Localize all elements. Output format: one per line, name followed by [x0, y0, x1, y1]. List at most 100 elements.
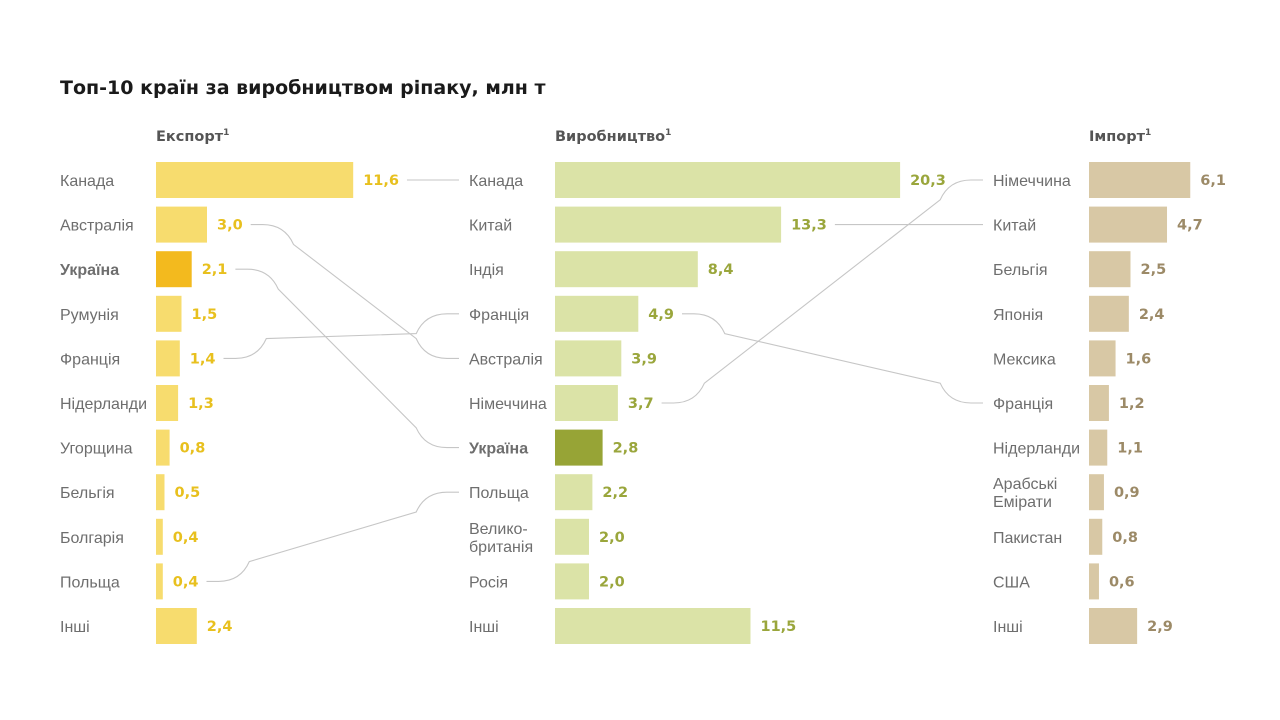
bar — [555, 474, 593, 511]
bar — [555, 385, 618, 421]
value-label: 2,4 — [207, 619, 233, 635]
row-export-австралія: Австралія 3,0 — [60, 206, 243, 243]
value-label: 0,4 — [173, 574, 199, 590]
row-export-франція: Франція 1,4 — [60, 340, 215, 377]
connector-україна — [235, 268, 459, 449]
value-label: 0,8 — [1112, 530, 1138, 546]
category-label: Пакистан — [993, 530, 1062, 547]
panel-header-export: Експорт1 — [156, 128, 229, 145]
bar — [1089, 251, 1131, 288]
row-import-сша: США 0,6 — [993, 563, 1135, 600]
connector-франція — [681, 313, 983, 404]
category-label: Франція — [469, 307, 529, 324]
value-label: 3,9 — [631, 351, 657, 367]
bar — [156, 608, 197, 644]
bar — [1089, 385, 1109, 421]
category-label: Інші — [60, 619, 90, 636]
value-label: 0,4 — [173, 530, 199, 546]
value-label: 2,1 — [202, 262, 228, 278]
panel-header-text: Виробництво — [555, 129, 665, 145]
footnote-mark: 1 — [665, 128, 671, 138]
connector-франція — [223, 313, 459, 359]
panel-header-text: Експорт — [156, 129, 224, 145]
bar — [156, 518, 163, 555]
category-label: Німеччина — [469, 396, 547, 413]
value-label: 1,3 — [188, 396, 214, 412]
category-label: Арабські Емірати — [993, 476, 1057, 511]
row-export-румунія: Румунія 1,5 — [60, 295, 218, 332]
row-export-бельгія: Бельгія 0,5 — [60, 474, 201, 511]
category-label: Бельгія — [60, 485, 115, 502]
row-production-канада: Канада 20,3 — [469, 162, 946, 198]
bar — [555, 518, 589, 555]
value-label: 2,5 — [1141, 262, 1167, 278]
bar — [156, 206, 207, 243]
panel-production: Виробництво1 Канада 20,3 Китай 13,3 Індія 8,4 Ф… — [469, 128, 946, 644]
panel-header-text: Імпорт — [1089, 129, 1146, 145]
category-label: Україна — [60, 262, 119, 279]
row-import-бельгія: Бельгія 2,5 — [993, 251, 1167, 288]
connector-польща — [206, 491, 459, 582]
bar — [1089, 474, 1104, 511]
category-label: Австралія — [60, 218, 134, 235]
value-label: 1,5 — [192, 307, 218, 323]
category-label: Китай — [469, 218, 512, 235]
category-label: США — [993, 574, 1030, 591]
bar — [1089, 295, 1129, 332]
bar — [555, 340, 622, 377]
category-label: Польща — [469, 485, 529, 502]
value-label: 1,6 — [1126, 351, 1152, 367]
category-label: Україна — [469, 441, 528, 458]
value-label: 3,7 — [628, 396, 654, 412]
bar — [156, 563, 163, 600]
row-production-китай: Китай 13,3 — [469, 206, 827, 243]
category-label: Франція — [993, 396, 1053, 413]
value-label: 2,9 — [1147, 619, 1173, 635]
value-label: 2,0 — [599, 530, 625, 546]
category-label: Румунія — [60, 307, 119, 324]
value-label: 0,6 — [1109, 574, 1135, 590]
row-import-японія: Японія 2,4 — [993, 295, 1165, 332]
row-export-канада: Канада 11,6 — [60, 162, 399, 198]
category-label: Інші — [469, 619, 499, 636]
bar — [156, 251, 192, 288]
category-label: Китай — [993, 218, 1036, 235]
row-production-австралія: Австралія 3,9 — [469, 340, 657, 377]
category-label: Велико-британія — [469, 521, 533, 556]
value-label: 0,5 — [175, 485, 201, 501]
value-label: 2,2 — [602, 485, 628, 501]
category-label: Франція — [60, 351, 120, 368]
bar — [156, 385, 179, 421]
bar — [1089, 518, 1103, 555]
value-label: 2,8 — [613, 441, 639, 457]
row-import-німеччина: Німеччина 6,1 — [993, 162, 1226, 198]
category-label: Нідерланди — [60, 396, 147, 413]
connector-lines — [206, 179, 983, 582]
category-label: Нідерланди — [993, 441, 1080, 458]
bar — [555, 608, 751, 644]
bar — [555, 295, 639, 332]
value-label: 4,7 — [1177, 218, 1203, 234]
bar — [555, 162, 901, 198]
row-import-пакистан: Пакистан 0,8 — [993, 518, 1138, 555]
bar — [1089, 340, 1116, 377]
row-export-інші: Інші 2,4 — [60, 608, 232, 644]
value-label: 3,0 — [217, 218, 243, 234]
bar — [555, 251, 698, 288]
row-export-болгарія: Болгарія 0,4 — [60, 518, 199, 555]
row-import-франція: Франція 1,2 — [993, 385, 1145, 421]
footnote-mark: 1 — [1145, 128, 1151, 138]
bar — [1089, 206, 1168, 243]
category-label: Німеччина — [993, 173, 1071, 190]
row-production-індія: Індія 8,4 — [469, 251, 733, 288]
category-label: Мексика — [993, 351, 1056, 368]
bar — [156, 295, 182, 332]
value-label: 11,5 — [761, 619, 797, 635]
row-import-нідерланди: Нідерланди 1,1 — [993, 429, 1143, 466]
panel-header-production: Виробництво1 — [555, 128, 671, 145]
bar — [156, 474, 165, 511]
panel-header-import: Імпорт1 — [1089, 128, 1151, 145]
row-production-інші: Інші 11,5 — [469, 608, 796, 644]
